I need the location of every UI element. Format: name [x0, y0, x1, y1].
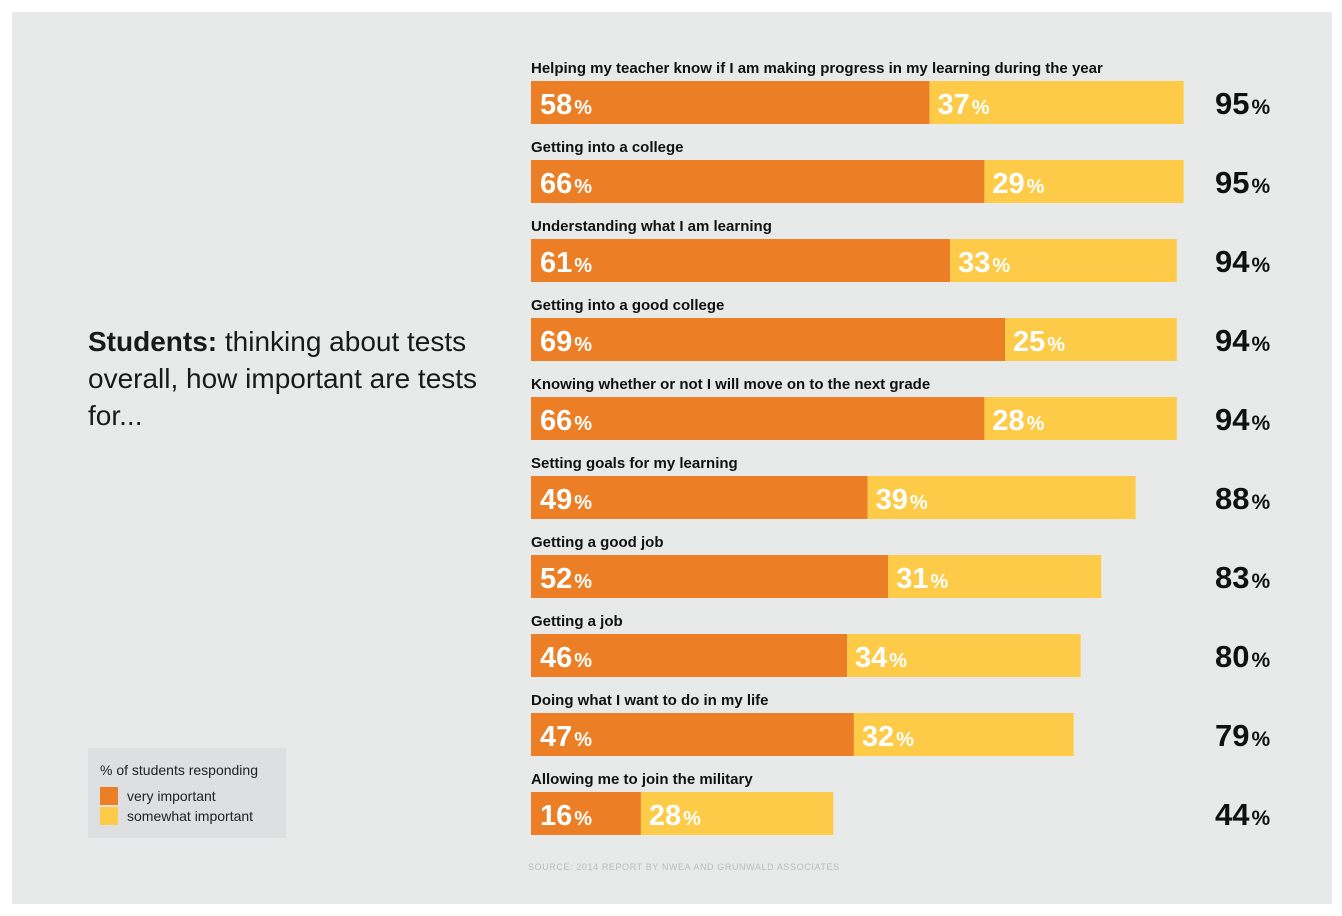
bar-very-important: [531, 397, 985, 440]
value-label-very-important: 47%: [540, 721, 592, 753]
total-label: 88%: [1215, 481, 1270, 516]
source-note: SOURCE: 2014 REPORT BY NWEA AND GRUNWALD…: [528, 862, 840, 872]
total-label: 83%: [1215, 560, 1270, 595]
legend-label-very-important: very important: [127, 788, 216, 804]
bar-very-important: [531, 318, 1006, 361]
value-label-very-important: 69%: [540, 326, 592, 358]
legend-swatch-very-important: [100, 787, 118, 805]
value-label-somewhat-important: 37%: [937, 89, 989, 121]
category-label: Getting into a college: [531, 139, 684, 156]
bar-somewhat-important: [984, 397, 1177, 440]
value-label-very-important: 66%: [540, 168, 592, 200]
value-label-very-important: 52%: [540, 563, 592, 595]
question-bold: Students:: [88, 326, 218, 357]
legend-item-very-important: very important: [100, 786, 216, 806]
value-label-somewhat-important: 31%: [896, 563, 948, 595]
category-label: Setting goals for my learning: [531, 455, 738, 472]
total-label: 94%: [1215, 244, 1270, 279]
bar-somewhat-important: [847, 634, 1081, 677]
legend-label-somewhat-important: somewhat important: [127, 808, 254, 824]
value-label-very-important: 66%: [540, 405, 592, 437]
question-text: Students: thinking about tests overall, …: [88, 323, 488, 434]
bar-somewhat-important: [929, 81, 1184, 124]
bar-very-important: [531, 555, 889, 598]
value-label-somewhat-important: 32%: [862, 721, 914, 753]
category-label: Doing what I want to do in my life: [531, 692, 769, 709]
category-label: Allowing me to join the military: [531, 771, 753, 788]
value-label-somewhat-important: 28%: [992, 405, 1044, 437]
value-label-somewhat-important: 28%: [649, 800, 701, 832]
bar-very-important: [531, 713, 854, 756]
bar-somewhat-important: [984, 160, 1184, 203]
legend-swatch-somewhat-important: [100, 807, 118, 825]
total-label: 44%: [1215, 797, 1270, 832]
total-label: 80%: [1215, 639, 1270, 674]
bar-very-important: [531, 239, 951, 282]
value-label-somewhat-important: 39%: [876, 484, 928, 516]
value-label-somewhat-important: 33%: [958, 247, 1010, 279]
value-label-somewhat-important: 29%: [992, 168, 1044, 200]
bar-very-important: [531, 476, 868, 519]
value-label-very-important: 58%: [540, 89, 592, 121]
total-label: 95%: [1215, 86, 1270, 121]
bar-somewhat-important: [888, 555, 1102, 598]
category-label: Helping my teacher know if I am making p…: [531, 60, 1103, 77]
value-label-very-important: 46%: [540, 642, 592, 674]
value-label-very-important: 49%: [540, 484, 592, 516]
total-label: 94%: [1215, 323, 1270, 358]
bar-very-important: [531, 81, 930, 124]
value-label-very-important: 16%: [540, 800, 592, 832]
total-label: 94%: [1215, 402, 1270, 437]
question-rest: thinking about tests overall, how import…: [88, 326, 478, 431]
bar-somewhat-important: [640, 792, 834, 835]
category-label: Understanding what I am learning: [531, 218, 772, 235]
bar-somewhat-important: [950, 239, 1177, 282]
legend-item-somewhat-important: somewhat important: [100, 806, 253, 826]
bar-somewhat-important: [867, 476, 1136, 519]
category-label: Knowing whether or not I will move on to…: [531, 376, 930, 393]
value-label-somewhat-important: 25%: [1013, 326, 1065, 358]
legend: % of students responding very important …: [88, 748, 286, 838]
bar-somewhat-important: [853, 713, 1074, 756]
legend-title: % of students responding: [100, 762, 258, 778]
bar-very-important: [531, 160, 985, 203]
bar-somewhat-important: [1005, 318, 1177, 361]
value-label-somewhat-important: 34%: [855, 642, 907, 674]
category-label: Getting a job: [531, 613, 623, 630]
value-label-very-important: 61%: [540, 247, 592, 279]
total-label: 95%: [1215, 165, 1270, 200]
total-label: 79%: [1215, 718, 1270, 753]
category-label: Getting a good job: [531, 534, 663, 551]
bar-very-important: [531, 792, 641, 835]
bar-very-important: [531, 634, 848, 677]
category-label: Getting into a good college: [531, 297, 724, 314]
